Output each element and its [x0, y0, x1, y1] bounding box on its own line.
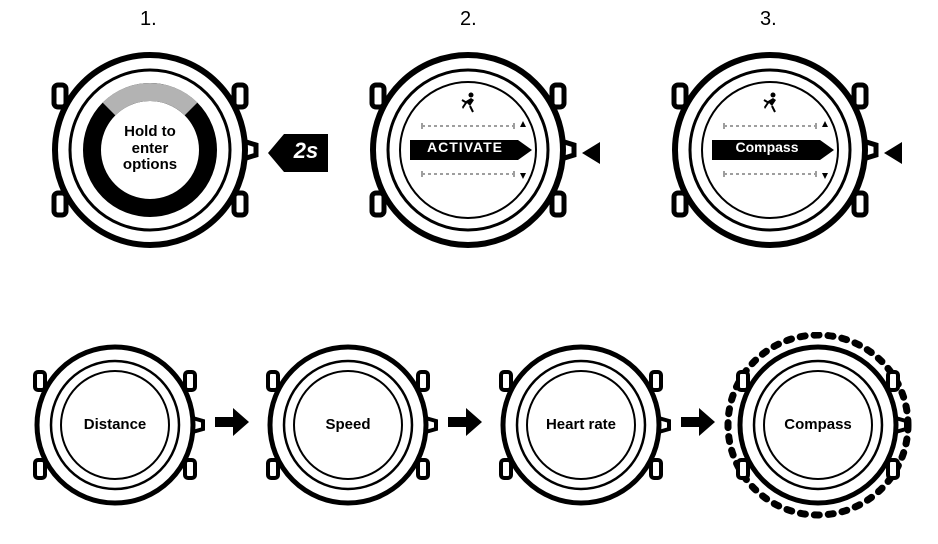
duration-label: 2s: [284, 138, 328, 164]
arrow-3: [681, 407, 715, 444]
side-pointer-2: [582, 142, 602, 169]
row2-label-compass: Compass: [718, 416, 918, 433]
watch-row2-compass: Compass: [718, 332, 918, 522]
step-number-2: 2.: [460, 8, 477, 31]
watch-row2-distance: Distance: [25, 340, 205, 510]
watch1-text: Hold to enter options: [40, 124, 260, 174]
watch1-text-line3: options: [40, 157, 260, 174]
watch-step-3: Compass: [660, 45, 880, 255]
watch3-banner-label: Compass: [712, 139, 822, 155]
duration-tag-2s: 2s: [268, 134, 328, 177]
side-pointer-3: [884, 142, 904, 169]
watch-row2-heartrate: Heart rate: [491, 340, 671, 510]
watch2-banner-label: ACTIVATE: [410, 139, 520, 155]
row2-label-distance: Distance: [25, 416, 205, 433]
row2-label-speed: Speed: [258, 416, 438, 433]
watch-step-2: ACTIVATE: [358, 45, 578, 255]
diagram-canvas: { "steps": { "s1": { "num": "1." }, "s2"…: [0, 0, 938, 544]
watch-row2-speed: Speed: [258, 340, 438, 510]
arrow-1: [215, 407, 249, 444]
step-number-1: 1.: [140, 8, 157, 31]
arrow-2: [448, 407, 482, 444]
step-number-3: 3.: [760, 8, 777, 31]
watch-step-1: Hold to enter options: [40, 45, 260, 255]
watch1-text-line1: Hold to: [40, 124, 260, 141]
watch1-text-line2: enter: [40, 141, 260, 158]
row2-label-heartrate: Heart rate: [491, 416, 671, 433]
